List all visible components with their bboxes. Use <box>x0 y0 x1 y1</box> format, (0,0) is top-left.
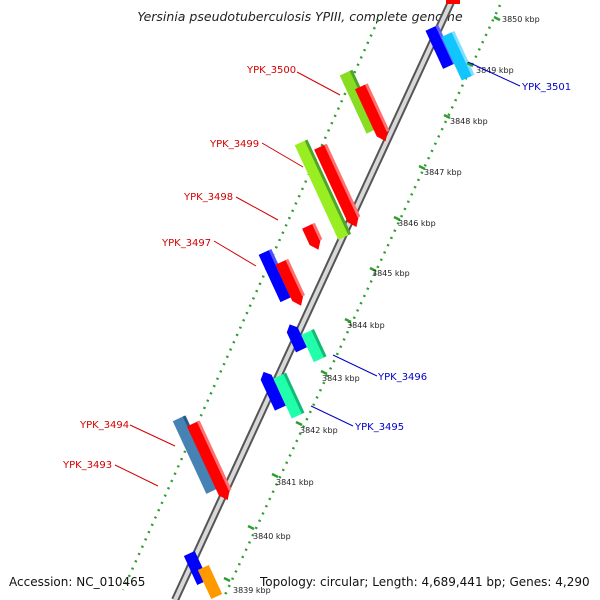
tick-label: 3842 kbp <box>300 426 338 435</box>
left-leaders <box>114 71 341 487</box>
gene-YPK_3496 <box>301 329 327 363</box>
gene-YPK_3493 <box>186 420 232 501</box>
tick-label: 3840 kbp <box>253 532 291 541</box>
tick-label: 3841 kbp <box>276 478 314 487</box>
gene-label: YPK_3496 <box>377 372 427 383</box>
tick-label: 3846 kbp <box>398 219 436 228</box>
tick-label: 3849 kbp <box>476 66 514 75</box>
tick-label: 3845 kbp <box>372 269 410 278</box>
gene-red-3498 <box>302 222 323 250</box>
gene-label: YPK_3497 <box>161 238 211 249</box>
tick-label: 3839 kbp <box>233 586 271 595</box>
genome-summary: Topology: circular; Length: 4,689,441 bp… <box>260 575 590 589</box>
gene-red-3499 <box>314 143 361 227</box>
gene-label: YPK_3498 <box>183 192 233 203</box>
gene-YPK_3497-red <box>275 258 305 306</box>
tick-label: 3843 kbp <box>322 374 360 383</box>
gene-label: YPK_3494 <box>79 420 129 431</box>
gene-label: YPK_3493 <box>62 460 112 471</box>
accession-text: Accession: NC_010465 <box>9 575 146 589</box>
gene-YPK_3495 <box>273 372 305 419</box>
gene-label: YPK_3501 <box>521 82 571 93</box>
gene-label: YPK_3499 <box>209 139 259 150</box>
outer-dotted-track-left <box>121 19 380 591</box>
gene-label: YPK_3495 <box>354 422 404 433</box>
tick-label: 3850 kbp <box>502 15 540 24</box>
map-title: Yersinia pseudotuberculosis YPIII, compl… <box>137 9 463 24</box>
tick-label: 3847 kbp <box>424 168 462 177</box>
gene-blue-3496 <box>286 324 307 353</box>
tick-label: 3844 kbp <box>347 321 385 330</box>
gene-label: YPK_3500 <box>246 65 296 76</box>
right-leaders <box>310 61 521 427</box>
gene-red-3500 <box>354 83 390 142</box>
gene-bottom-orange <box>197 564 223 600</box>
tick-label: 3848 kbp <box>450 117 488 126</box>
gene-top-red-fragment <box>446 0 460 4</box>
tick-marks <box>223 15 501 583</box>
gene-blue-3495 <box>260 371 286 411</box>
gene-YPK_3499 <box>294 139 352 240</box>
